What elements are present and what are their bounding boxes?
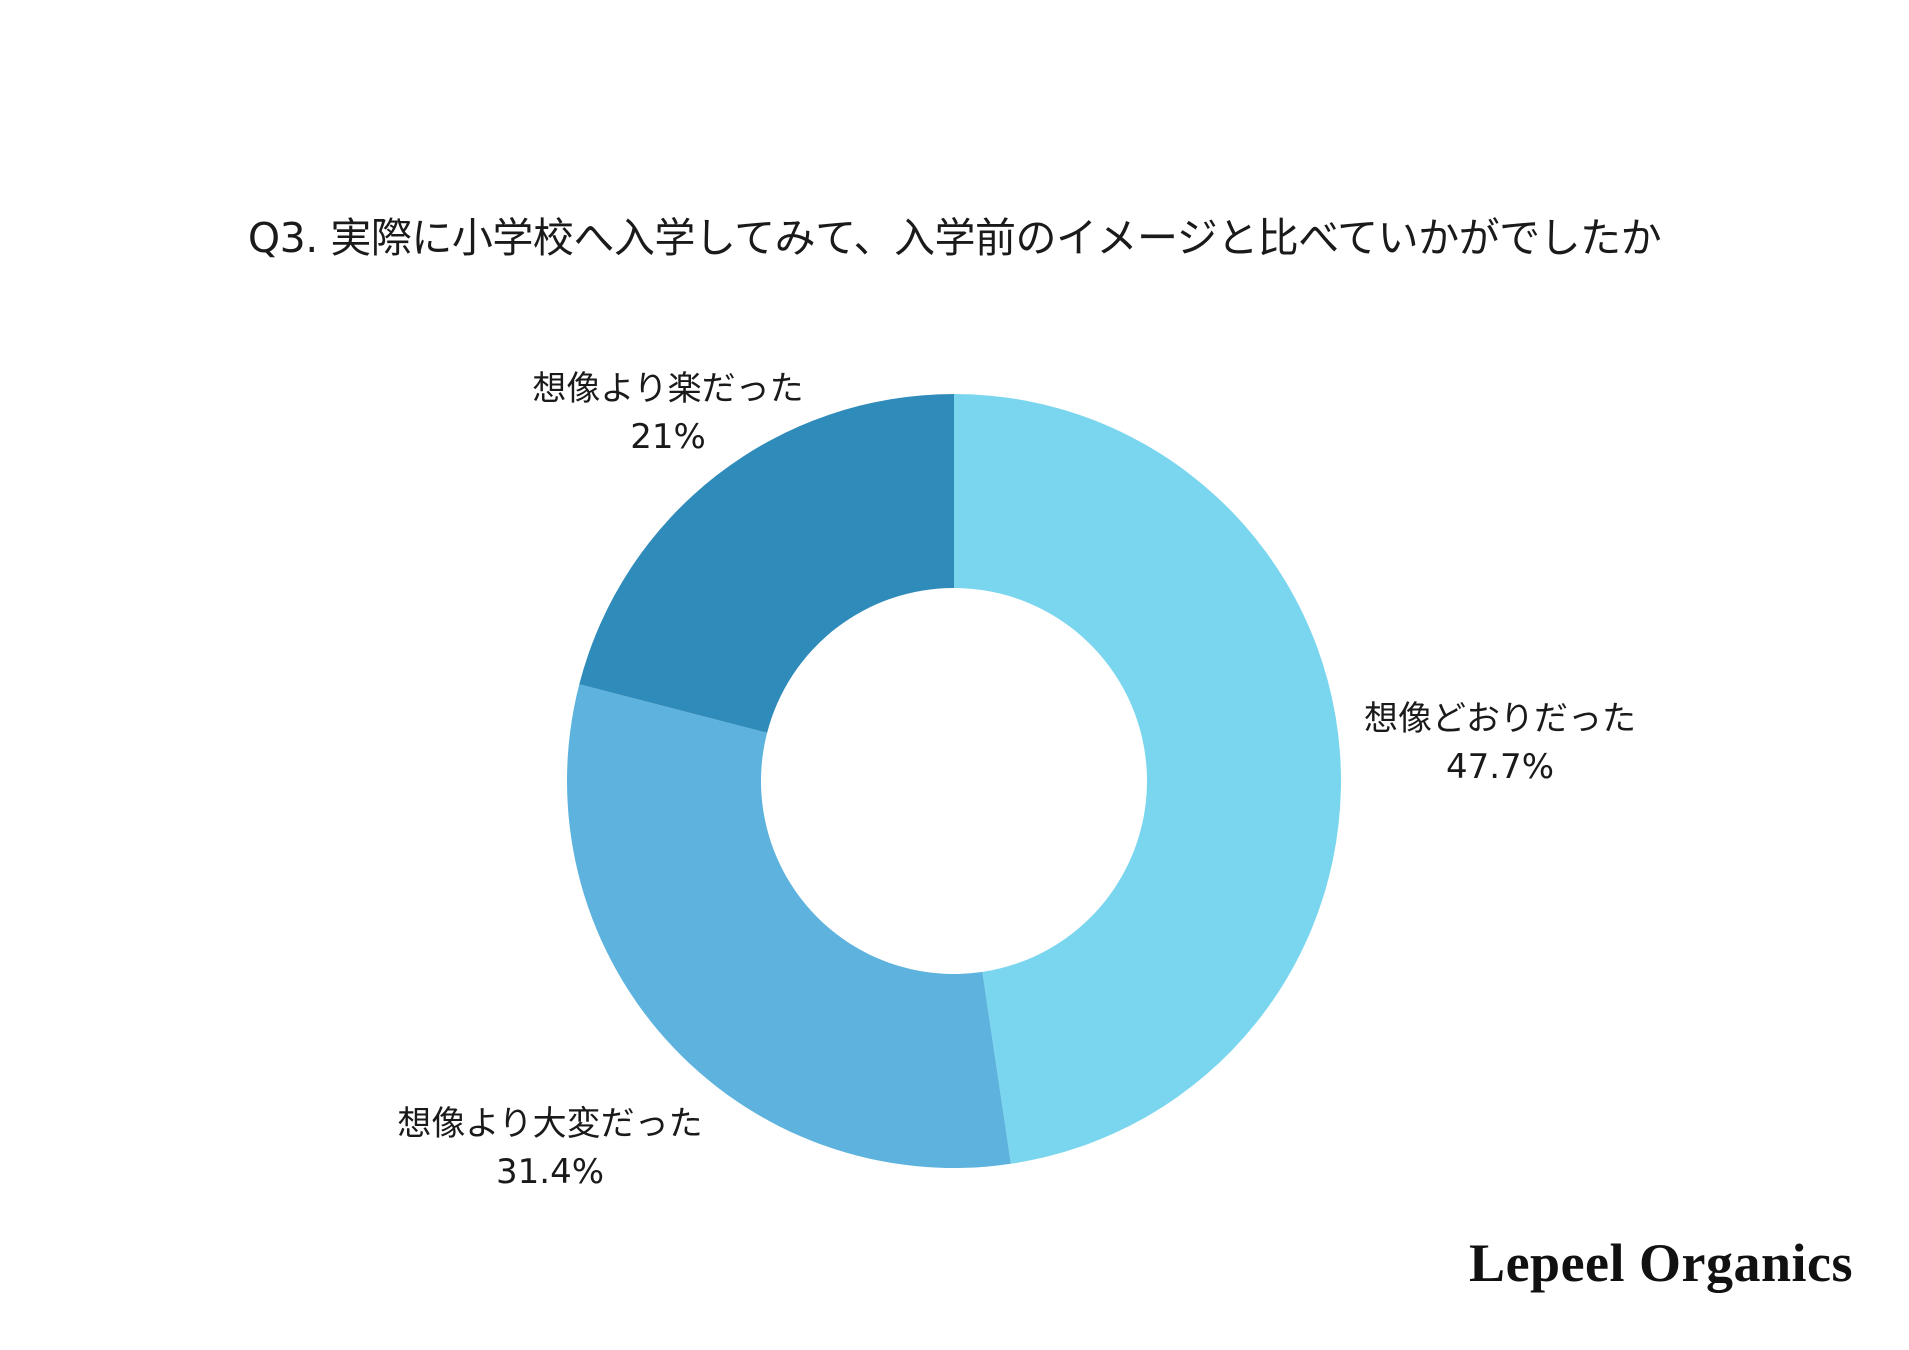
donut-slices bbox=[567, 394, 1342, 1168]
donut-slice-1 bbox=[954, 394, 1342, 1164]
slice-label-name: 想像より楽だった bbox=[532, 369, 804, 409]
slice-label-easier: 想像より楽だった 21% bbox=[532, 365, 803, 461]
donut-slice-3 bbox=[579, 394, 954, 733]
donut-slice-2 bbox=[567, 684, 1011, 1168]
brand-logo-text: Lepeel Organics bbox=[1469, 1233, 1853, 1293]
slice-label-percent: 21% bbox=[630, 417, 706, 457]
slice-label-as-expected: 想像どおりだった 47.7% bbox=[1364, 695, 1636, 791]
slice-label-percent: 31.4% bbox=[495, 1152, 605, 1192]
chart-title: Q3. 実際に小学校へ入学してみて、入学前のイメージと比べていかがでしたか bbox=[247, 214, 1662, 262]
slice-label-percent: 47.7% bbox=[1445, 747, 1554, 787]
slice-label-name: 想像より大変だった bbox=[397, 1104, 703, 1144]
slice-label-name: 想像どおりだった bbox=[1364, 699, 1636, 739]
slice-label-harder: 想像より大変だった 31.4% bbox=[397, 1100, 702, 1196]
